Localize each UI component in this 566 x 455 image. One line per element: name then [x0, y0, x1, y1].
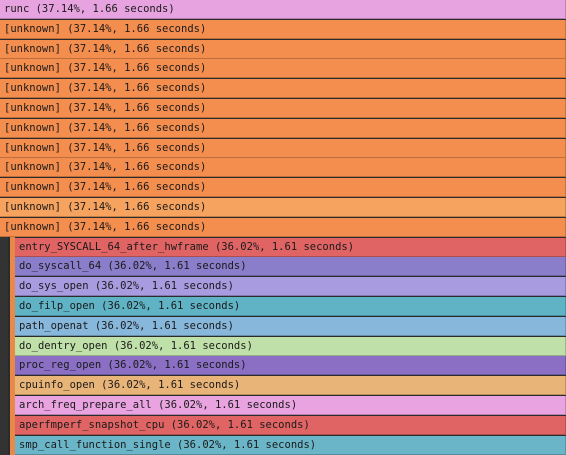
flame-frame[interactable]: [unknown] (37.14%, 1.66 seconds) — [0, 119, 566, 138]
flame-frame[interactable]: arch_freq_prepare_all (36.02%, 1.61 seco… — [15, 396, 566, 415]
flame-frame[interactable]: path_openat (36.02%, 1.61 seconds) — [15, 317, 566, 336]
flame-frame[interactable]: [unknown] (37.14%, 1.66 seconds) — [0, 79, 566, 98]
left-gutter — [0, 237, 8, 455]
flame-frame[interactable]: [unknown] (37.14%, 1.66 seconds) — [0, 178, 566, 197]
flame-frame[interactable]: [unknown] (37.14%, 1.66 seconds) — [0, 158, 566, 177]
flame-frame[interactable]: [unknown] (37.14%, 1.66 seconds) — [0, 99, 566, 118]
flame-frame[interactable]: cpuinfo_open (36.02%, 1.61 seconds) — [15, 376, 566, 395]
flame-frame[interactable]: do_sys_open (36.02%, 1.61 seconds) — [15, 277, 566, 296]
flame-frame[interactable]: do_syscall_64 (36.02%, 1.61 seconds) — [15, 257, 566, 276]
flame-frame[interactable]: [unknown] (37.14%, 1.66 seconds) — [0, 198, 566, 217]
flame-frame[interactable]: [unknown] (37.14%, 1.66 seconds) — [0, 40, 566, 59]
flame-frame[interactable]: aperfmperf_snapshot_cpu (36.02%, 1.61 se… — [15, 416, 566, 435]
parent-frame-edge — [10, 237, 15, 455]
flame-frame[interactable]: [unknown] (37.14%, 1.66 seconds) — [0, 139, 566, 158]
flame-frame[interactable]: [unknown] (37.14%, 1.66 seconds) — [0, 218, 566, 237]
flame-frame[interactable]: [unknown] (37.14%, 1.66 seconds) — [0, 59, 566, 78]
flame-frame[interactable]: do_filp_open (36.02%, 1.61 seconds) — [15, 297, 566, 316]
flame-frame[interactable]: entry_SYSCALL_64_after_hwframe (36.02%, … — [15, 238, 566, 257]
flame-frame[interactable]: smp_call_function_single (36.02%, 1.61 s… — [15, 436, 566, 455]
flame-frame[interactable]: proc_reg_open (36.02%, 1.61 seconds) — [15, 356, 566, 375]
flame-frame[interactable]: runc (37.14%, 1.66 seconds) — [0, 0, 566, 19]
flame-frame[interactable]: do_dentry_open (36.02%, 1.61 seconds) — [15, 337, 566, 356]
flame-frame[interactable]: [unknown] (37.14%, 1.66 seconds) — [0, 20, 566, 39]
